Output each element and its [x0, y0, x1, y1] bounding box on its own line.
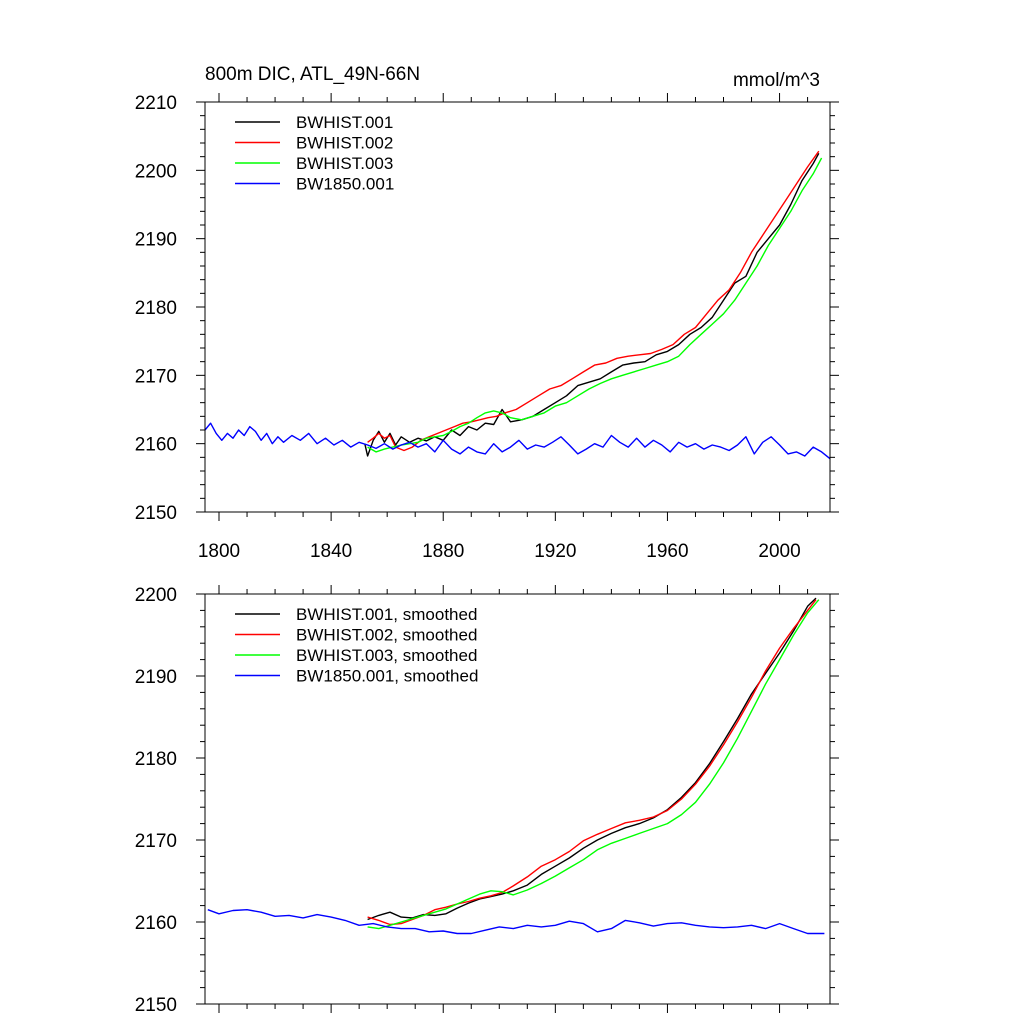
y-tick-label: 2170	[135, 831, 177, 852]
y-tick-label: 2200	[135, 585, 177, 606]
x-tick-label: 1920	[534, 541, 576, 562]
y-tick-label: 2170	[135, 366, 177, 387]
y-tick-label: 2180	[135, 298, 177, 319]
x-tick-label: 1800	[198, 541, 240, 562]
y-tick-label: 2180	[135, 749, 177, 770]
y-tick-label: 2150	[135, 995, 177, 1016]
x-tick-label: 2000	[758, 541, 800, 562]
x-tick-label: 1840	[310, 541, 352, 562]
y-tick-label: 2190	[135, 230, 177, 251]
series-line-4	[207, 909, 825, 935]
series-line-3	[367, 157, 823, 453]
series-line-2	[367, 150, 820, 452]
y-tick-label: 2160	[135, 435, 177, 456]
y-tick-label: 2210	[135, 93, 177, 114]
x-tick-label: 1960	[646, 541, 688, 562]
y-tick-label: 2160	[135, 913, 177, 934]
top-panel: 1800 1840 1880 1920 1960 2000 2150 2160 2170 2180…	[135, 64, 839, 562]
legend-label-2: BWHIST.002	[296, 134, 393, 153]
series-line-3	[367, 599, 820, 930]
y-tick-label: 2200	[135, 161, 177, 182]
series-line-1	[367, 597, 817, 921]
series-line-1	[364, 152, 820, 457]
y-tick-label: 2150	[135, 503, 177, 524]
chart-title: 800m DIC, ATL_49N-66N	[205, 64, 420, 85]
legend-label-4: BW1850.001	[296, 175, 394, 194]
plot-frame	[204, 593, 831, 1005]
x-tick-label: 1880	[422, 541, 464, 562]
series-line-4	[205, 422, 830, 460]
legend-label-4: BW1850.001, smoothed	[296, 667, 478, 686]
series-group	[207, 597, 825, 935]
legend-label-3: BWHIST.003, smoothed	[296, 646, 477, 665]
series-line-2	[367, 599, 817, 926]
series-group	[205, 150, 830, 460]
bottom-panel: 2150 2160 2170 2180 2190 2200 BWHIST.001, smoo…	[135, 585, 839, 1016]
legend-label-1: BWHIST.001, smoothed	[296, 605, 477, 624]
legend-label-2: BWHIST.002, smoothed	[296, 626, 477, 645]
legend: BWHIST.001, smoothed BWHIST.002, smoothed…	[235, 605, 478, 686]
legend-label-3: BWHIST.003	[296, 154, 393, 173]
legend-label-1: BWHIST.001	[296, 113, 393, 132]
y-tick-label: 2190	[135, 667, 177, 688]
units-label: mmol/m^3	[733, 70, 820, 91]
